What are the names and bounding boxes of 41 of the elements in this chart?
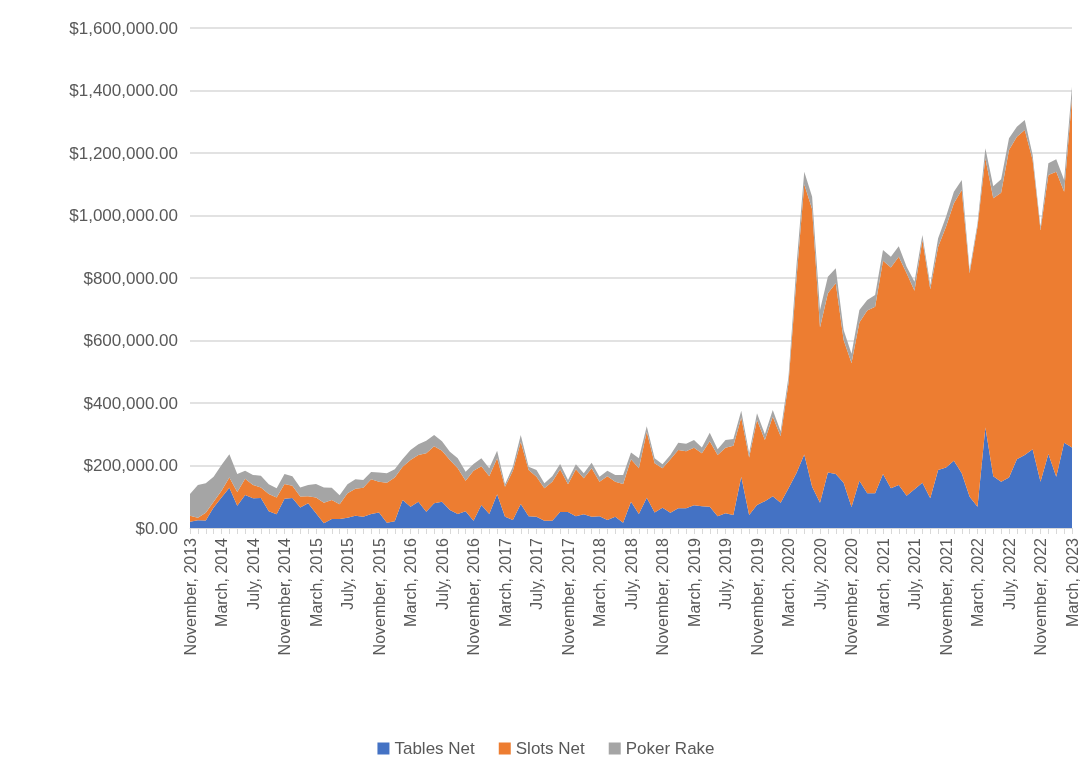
- x-tick-label: July, 2022: [1000, 537, 1018, 610]
- x-tick-label: March, 2016: [402, 537, 419, 627]
- y-tick-label: $1,200,000.00: [69, 143, 178, 163]
- x-tick-label: November, 2013: [181, 537, 199, 656]
- x-tick-label: November, 2014: [276, 537, 293, 656]
- x-tick-label: March, 2022: [969, 537, 986, 627]
- x-tick-label: March, 2015: [307, 537, 325, 627]
- x-tick-label: November, 2020: [843, 537, 860, 656]
- x-tick-label: March, 2014: [213, 537, 230, 627]
- x-tick-label: July, 2015: [339, 537, 356, 610]
- legend-label: Poker Rake: [625, 739, 715, 758]
- x-tick-label: July, 2016: [433, 537, 451, 610]
- y-tick-label: $1,600,000.00: [69, 18, 178, 38]
- x-tick-label: March, 2023: [1063, 537, 1081, 627]
- x-tick-label: July, 2017: [528, 537, 545, 610]
- x-tick-label: July, 2018: [622, 537, 640, 610]
- x-tick-label: March, 2018: [591, 537, 608, 627]
- x-tick-label: July, 2021: [906, 537, 923, 610]
- x-tick-label: November, 2017: [559, 537, 577, 656]
- y-tick-label: $600,000.00: [83, 331, 178, 350]
- x-tick-label: November, 2022: [1032, 537, 1049, 656]
- x-tick-label: November, 2018: [654, 537, 671, 656]
- x-tick-label: March, 2019: [685, 537, 703, 627]
- y-tick-label: $1,000,000.00: [69, 206, 178, 225]
- y-tick-label: $1,400,000.00: [69, 81, 178, 100]
- y-tick-label: $200,000.00: [83, 456, 178, 475]
- y-tick-label: $800,000.00: [83, 268, 178, 288]
- x-tick-label: July, 2020: [811, 537, 829, 610]
- x-tick-label: July, 2014: [244, 537, 262, 610]
- y-tick-label: $0.00: [135, 518, 178, 538]
- x-tick-label: November, 2021: [937, 537, 955, 656]
- x-tick-label: November, 2019: [748, 537, 766, 656]
- x-tick-label: November, 2015: [370, 537, 388, 656]
- x-tick-label: March, 2021: [874, 537, 892, 627]
- legend-label: Tables Net: [394, 739, 476, 758]
- x-tick-label: November, 2016: [465, 537, 482, 656]
- x-tick-label: July, 2019: [717, 537, 734, 610]
- x-tick-label: March, 2017: [496, 537, 514, 627]
- legend-label: Slots Net: [515, 739, 586, 758]
- x-tick-label: March, 2020: [780, 537, 797, 627]
- y-tick-label: $400,000.00: [83, 393, 178, 413]
